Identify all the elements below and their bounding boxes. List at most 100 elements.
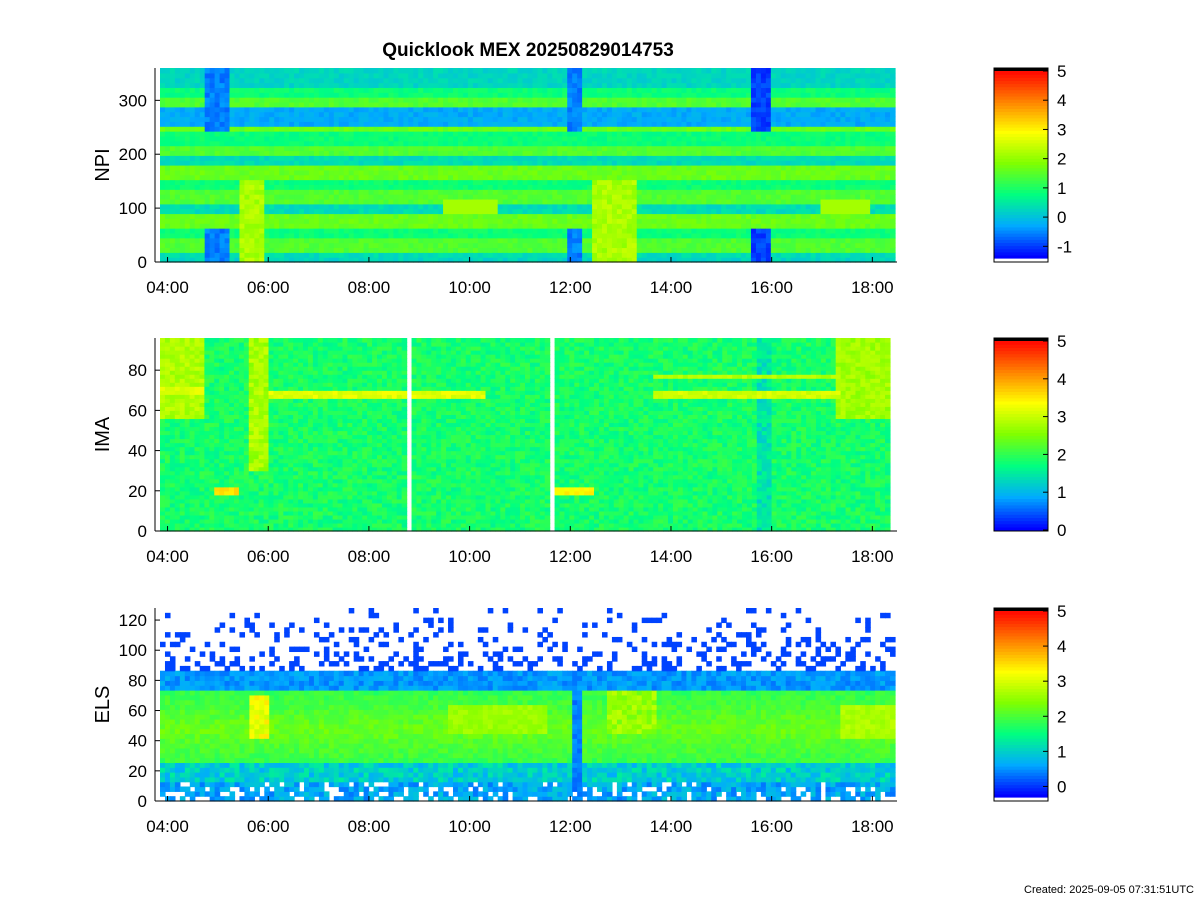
heatmap-cell (448, 126, 454, 132)
heatmap-cell (701, 165, 707, 171)
heatmap-cell (641, 106, 648, 113)
heatmap-cell (527, 111, 534, 118)
heatmap-cell (343, 228, 350, 234)
heatmap-cell (169, 68, 176, 74)
heatmap-cell (348, 155, 355, 161)
heatmap-cell (393, 237, 399, 244)
heatmap-cell (716, 189, 722, 195)
heatmap-cell (492, 198, 499, 205)
heatmap-cell (502, 111, 509, 118)
heatmap-cell (765, 179, 772, 185)
heatmap-cell (656, 194, 663, 200)
heatmap-cell (398, 213, 404, 219)
heatmap-cell (721, 213, 727, 219)
heatmap-cell (626, 232, 633, 239)
heatmap-cell (204, 101, 211, 108)
heatmap-cell (547, 218, 553, 224)
heatmap-cell (299, 179, 305, 185)
heatmap-cell (502, 203, 509, 210)
heatmap-cell (716, 247, 722, 253)
heatmap-cell (323, 121, 330, 127)
heatmap-cell (760, 106, 767, 113)
heatmap-cell (557, 194, 563, 200)
heatmap-cell (363, 184, 370, 190)
heatmap-cell (492, 92, 499, 98)
heatmap-cell (234, 126, 241, 132)
heatmap-cell (304, 203, 310, 210)
heatmap-cell (696, 160, 702, 166)
heatmap-cell (706, 131, 712, 137)
heatmap-cell (527, 150, 534, 156)
heatmap-cell (606, 174, 613, 181)
heatmap-cell (572, 106, 578, 113)
heatmap-cell (760, 126, 767, 132)
heatmap-cell (348, 165, 355, 171)
heatmap-cell (264, 184, 270, 190)
heatmap-cell (631, 131, 638, 137)
heatmap-cell (433, 160, 439, 166)
heatmap-cell (373, 242, 380, 249)
heatmap-cell (562, 213, 568, 219)
heatmap-cell (750, 68, 757, 74)
heatmap-cell (408, 237, 414, 244)
heatmap-cell (577, 82, 583, 88)
heatmap-cell (706, 257, 712, 263)
heatmap-cell (626, 169, 633, 176)
heatmap-cell (234, 111, 241, 118)
heatmap-cell (428, 101, 434, 108)
heatmap-cell (765, 101, 772, 108)
heatmap-cell (567, 116, 573, 122)
heatmap-cell (348, 228, 355, 234)
heatmap-cell (388, 106, 395, 113)
heatmap-cell (542, 179, 548, 185)
heatmap-cell (323, 101, 330, 108)
heatmap-cell (443, 194, 449, 200)
heatmap-cell (244, 203, 250, 210)
heatmap-cell (378, 242, 385, 249)
heatmap-cell (532, 72, 539, 79)
heatmap-cell (502, 179, 509, 185)
heatmap-cell (731, 160, 737, 166)
heatmap-cell (661, 116, 668, 122)
heatmap-cell (542, 82, 548, 88)
heatmap-cell (164, 252, 171, 258)
heatmap-cell (403, 68, 409, 74)
heatmap-cell (224, 160, 231, 166)
heatmap-cell (711, 165, 717, 171)
heatmap-cell (606, 232, 613, 239)
heatmap-cell (696, 232, 702, 239)
heatmap-cell (264, 223, 270, 229)
heatmap-cell (691, 189, 697, 195)
heatmap-cell (209, 72, 216, 79)
heatmap-cell (189, 97, 196, 103)
heatmap-cell (413, 194, 419, 200)
heatmap-cell (239, 121, 246, 127)
heatmap-cell (289, 101, 295, 108)
heatmap-cell (676, 160, 683, 166)
heatmap-cell (169, 165, 176, 171)
heatmap-cell (264, 237, 270, 244)
heatmap-cell (592, 257, 598, 263)
heatmap-cell (462, 87, 469, 93)
heatmap-cell (239, 97, 246, 103)
heatmap-cell (661, 72, 668, 79)
heatmap-cell (741, 92, 747, 98)
heatmap-cell (477, 121, 484, 127)
heatmap-cell (438, 150, 444, 156)
heatmap-cell (567, 179, 573, 185)
heatmap-cell (160, 155, 166, 161)
heatmap-cell (706, 116, 712, 122)
heatmap-cell (358, 160, 365, 166)
heatmap-cell (179, 228, 186, 234)
heatmap-cell (755, 135, 762, 142)
heatmap-cell (229, 208, 236, 215)
heatmap-cell (741, 232, 747, 239)
heatmap-cell (269, 87, 275, 93)
heatmap-cell (368, 237, 375, 244)
heatmap-cell (636, 97, 643, 103)
heatmap-cell (467, 257, 474, 263)
heatmap-cell (497, 213, 504, 219)
heatmap-cell (428, 228, 434, 234)
heatmap-cell (597, 87, 603, 93)
heatmap-cell (408, 82, 414, 88)
